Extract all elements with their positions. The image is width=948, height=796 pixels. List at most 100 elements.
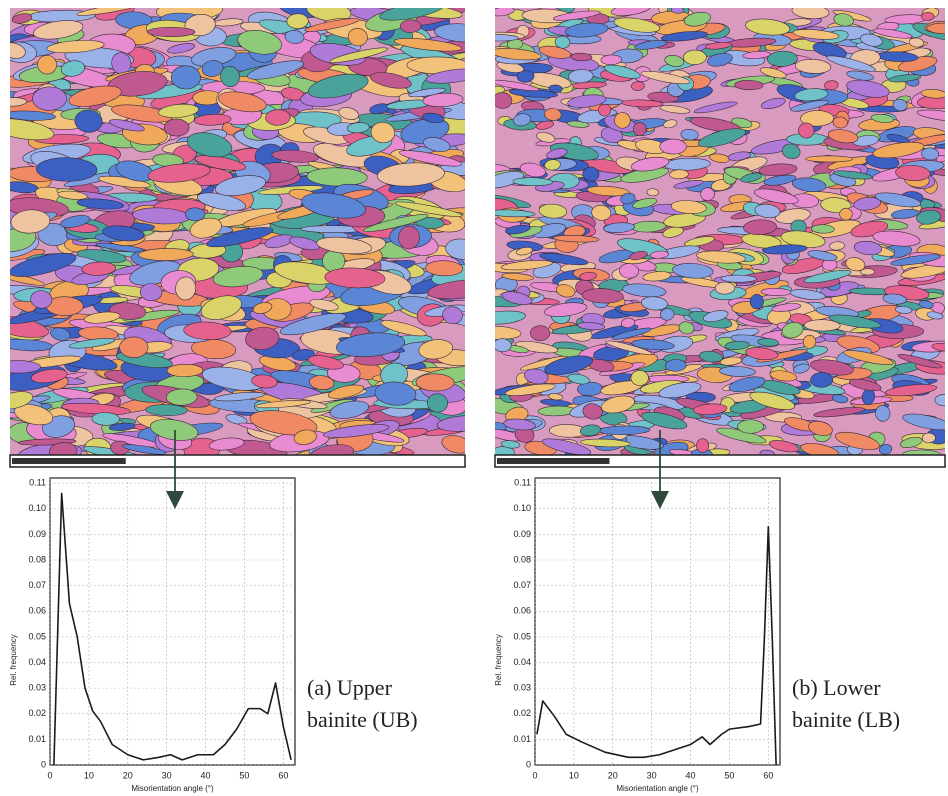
grain bbox=[829, 314, 881, 329]
grain bbox=[794, 88, 829, 102]
x-tick-label: 40 bbox=[686, 770, 696, 780]
grain bbox=[539, 253, 589, 266]
grain bbox=[423, 137, 451, 152]
grain bbox=[57, 190, 88, 200]
grain bbox=[501, 272, 534, 281]
grain bbox=[434, 23, 465, 43]
grain bbox=[379, 8, 445, 21]
grain bbox=[10, 360, 41, 374]
y-tick-label: 0.05 bbox=[28, 631, 46, 641]
grain bbox=[91, 412, 120, 426]
grain bbox=[418, 339, 454, 360]
grain bbox=[745, 347, 779, 361]
grain bbox=[74, 109, 103, 133]
grain bbox=[535, 120, 554, 130]
grain bbox=[30, 368, 68, 384]
grain bbox=[794, 58, 832, 74]
grain bbox=[832, 170, 873, 180]
y-tick-label: 0 bbox=[526, 759, 531, 769]
grain bbox=[759, 67, 787, 79]
grain bbox=[845, 257, 866, 272]
grain bbox=[512, 113, 531, 127]
grain bbox=[193, 113, 232, 126]
grain bbox=[370, 121, 396, 144]
grain bbox=[734, 80, 764, 91]
grain bbox=[247, 60, 304, 80]
grain bbox=[46, 40, 105, 54]
grain bbox=[304, 18, 360, 32]
grain bbox=[76, 8, 144, 16]
grain bbox=[827, 129, 859, 144]
grain bbox=[824, 80, 839, 91]
grain bbox=[727, 151, 752, 161]
grain bbox=[832, 116, 848, 129]
grain bbox=[425, 68, 465, 84]
grain bbox=[646, 188, 660, 197]
grain bbox=[322, 424, 390, 438]
x-tick-label: 50 bbox=[239, 770, 249, 780]
grain bbox=[504, 383, 556, 396]
grain bbox=[445, 238, 465, 260]
grain bbox=[813, 407, 865, 418]
grain bbox=[505, 224, 531, 235]
x-tick-label: 40 bbox=[201, 770, 211, 780]
grain bbox=[81, 261, 116, 276]
grain bbox=[810, 359, 854, 376]
grain bbox=[826, 55, 876, 72]
y-tick-label: 0.04 bbox=[28, 657, 46, 667]
grain bbox=[672, 263, 714, 279]
grain bbox=[83, 311, 121, 324]
grain bbox=[495, 209, 536, 218]
grain bbox=[147, 163, 211, 183]
grain bbox=[425, 260, 464, 277]
grain bbox=[284, 30, 305, 44]
grain bbox=[252, 302, 273, 314]
grain bbox=[146, 26, 196, 37]
grain bbox=[108, 422, 136, 431]
grain bbox=[890, 254, 941, 266]
grain bbox=[878, 444, 893, 455]
grain bbox=[895, 305, 913, 314]
y-tick-label: 0.08 bbox=[513, 554, 531, 564]
y-tick-label: 0.05 bbox=[513, 631, 531, 641]
grain bbox=[660, 31, 708, 42]
grain bbox=[605, 340, 653, 355]
grain bbox=[579, 424, 601, 437]
grain bbox=[218, 91, 267, 113]
x-tick-label: 60 bbox=[278, 770, 288, 780]
grain bbox=[916, 209, 941, 225]
grain bbox=[374, 381, 417, 406]
grain bbox=[603, 222, 635, 234]
grain bbox=[309, 298, 339, 311]
grain bbox=[803, 269, 852, 284]
grain bbox=[538, 45, 572, 59]
grain bbox=[495, 92, 513, 109]
grain bbox=[184, 207, 206, 222]
grain bbox=[398, 225, 420, 250]
grain bbox=[849, 378, 882, 391]
grain bbox=[897, 354, 943, 369]
grain bbox=[398, 150, 462, 167]
grain bbox=[737, 419, 764, 434]
grain bbox=[183, 321, 232, 340]
grain bbox=[495, 338, 512, 353]
grain bbox=[791, 8, 830, 20]
grain bbox=[255, 399, 311, 409]
grain bbox=[754, 203, 781, 219]
x-tick-label: 0 bbox=[47, 770, 52, 780]
grain bbox=[530, 325, 551, 341]
grain bbox=[249, 410, 318, 436]
grain bbox=[293, 429, 317, 445]
grain bbox=[902, 413, 945, 431]
grain bbox=[696, 438, 710, 453]
grain bbox=[568, 69, 594, 84]
grain bbox=[60, 215, 91, 228]
grain bbox=[678, 321, 695, 335]
grain bbox=[921, 12, 935, 21]
grain bbox=[665, 359, 687, 372]
grain bbox=[516, 70, 535, 83]
grain bbox=[394, 201, 463, 217]
grain bbox=[441, 435, 465, 454]
grain bbox=[886, 133, 910, 144]
